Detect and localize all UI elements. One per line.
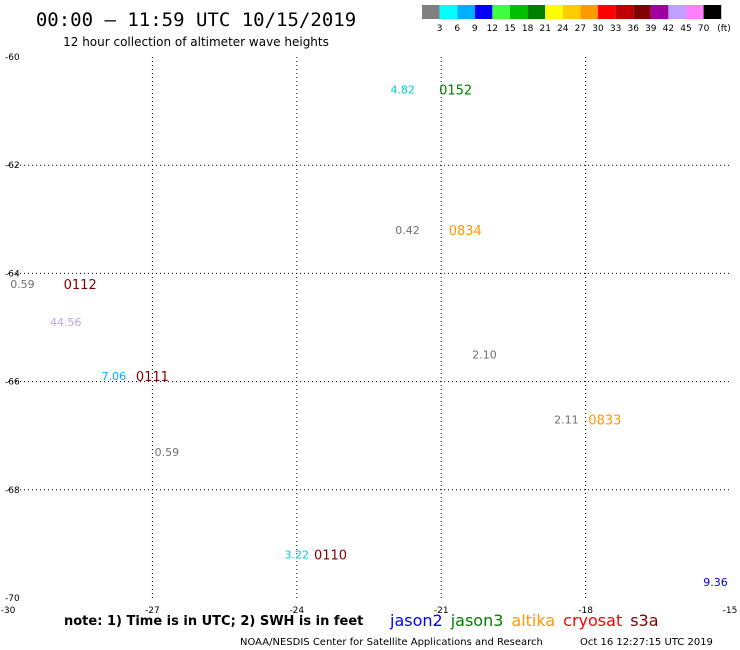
y-tick-label: -66 — [5, 378, 20, 388]
satellite-legend-jason3: jason3 — [450, 611, 504, 630]
y-tick-labels: -60 -62 -64 -66 -68 -70 — [5, 53, 20, 604]
wave-height-label: 4.82 — [390, 83, 415, 96]
wave-height-label: 3.22 — [285, 549, 310, 562]
color-scale-label: 39 — [645, 24, 657, 34]
satellite-legend-cryosat: cryosat — [563, 611, 622, 630]
plot-area: -30 -27 -24 -21 -18 -15 -60 -62 -64 -66 -68 -70 4.… — [1, 53, 738, 616]
color-scale-label: 21 — [539, 24, 550, 34]
color-scale-label: 3 — [437, 24, 443, 34]
data-labels: 4.82 0.42 0.59 44.56 2.10 7.06 2.11 0.59 3.22 9.3… — [10, 83, 728, 588]
color-swatch — [650, 5, 669, 19]
pass-time-label: 0112 — [64, 278, 97, 293]
wave-height-label: 2.11 — [554, 413, 579, 426]
wave-height-label: 2.10 — [472, 349, 497, 362]
color-scale-label: 12 — [487, 24, 498, 34]
wave-height-label: 9.36 — [703, 576, 728, 589]
wave-height-label: 44.56 — [50, 316, 82, 329]
color-swatch — [562, 5, 581, 19]
color-swatch — [492, 5, 510, 19]
y-tick-label: -64 — [5, 269, 20, 279]
color-scale-label: 70 — [698, 24, 710, 34]
chart-subtitle: 12 hour collection of altimeter wave hei… — [63, 35, 329, 49]
color-swatch — [510, 5, 528, 19]
pass-time-label: 0111 — [136, 370, 169, 385]
color-scale-label: 36 — [627, 24, 639, 34]
color-scale-label: 24 — [557, 24, 569, 34]
color-swatch — [545, 5, 563, 19]
color-scale-label: 9 — [472, 24, 478, 34]
color-swatch — [580, 5, 598, 19]
color-swatch — [633, 5, 651, 19]
pass-time-label: 0110 — [314, 549, 347, 564]
color-scale-unit: (ft) — [717, 24, 731, 34]
satellite-legend-altika: altika — [511, 611, 555, 630]
color-swatch — [439, 5, 458, 19]
wave-height-label: 0.42 — [395, 224, 420, 237]
x-tick-label: -21 — [434, 606, 449, 616]
x-tick-label: -24 — [289, 606, 304, 616]
color-swatch — [686, 5, 704, 19]
color-scale-label: 33 — [610, 24, 621, 34]
color-swatch — [527, 5, 546, 19]
pass-time-label: 0833 — [588, 413, 621, 428]
x-tick-label: -15 — [723, 606, 738, 616]
color-scale-label: 30 — [592, 24, 604, 34]
color-scale-label: 27 — [575, 24, 586, 34]
x-tick-label: -30 — [1, 606, 16, 616]
satellite-legend: jason2 jason3 altika cryosat s3a — [389, 611, 659, 630]
color-scale-legend: 3 6 9 12 15 18 21 24 27 30 33 36 39 42 45 70 (ft) — [422, 5, 731, 34]
color-swatch — [703, 5, 722, 19]
satellite-legend-jason2: jason2 — [389, 611, 443, 630]
x-tick-label: -18 — [578, 606, 593, 616]
pass-time-label: 0834 — [449, 224, 482, 239]
color-scale-label: 42 — [663, 24, 674, 34]
color-swatch — [668, 5, 686, 19]
wave-height-label: 7.06 — [102, 370, 127, 383]
color-swatch — [422, 5, 440, 19]
y-tick-label: -60 — [5, 53, 20, 63]
gridlines — [8, 57, 730, 598]
color-swatch — [598, 5, 616, 19]
x-tick-label: -27 — [145, 606, 160, 616]
color-scale-label: 18 — [522, 24, 534, 34]
color-swatch — [457, 5, 475, 19]
y-tick-label: -70 — [5, 594, 20, 604]
credit-text: NOAA/NESDIS Center for Satellite Applica… — [240, 637, 543, 648]
y-tick-label: -62 — [5, 161, 20, 171]
y-tick-label: -68 — [5, 486, 20, 496]
satellite-legend-s3a: s3a — [630, 611, 658, 630]
x-tick-labels: -30 -27 -24 -21 -18 -15 — [1, 606, 738, 616]
color-scale-label: 45 — [680, 24, 691, 34]
color-scale-label: 15 — [504, 24, 515, 34]
footer-note: note: 1) Time is in UTC; 2) SWH is in fe… — [64, 614, 363, 629]
color-swatch — [474, 5, 493, 19]
timestamp-text: Oct 16 12:27:15 UTC 2019 — [580, 637, 713, 648]
color-swatch — [615, 5, 634, 19]
color-scale-label: 6 — [454, 24, 460, 34]
pass-time-label: 0152 — [439, 83, 472, 98]
wave-height-label: 0.59 — [10, 278, 35, 291]
wave-height-label: 0.59 — [155, 446, 180, 459]
chart-title: 00:00 – 11:59 UTC 10/15/2019 — [36, 9, 356, 31]
